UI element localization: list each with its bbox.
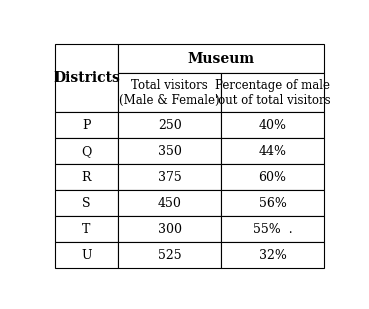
Bar [118,112,221,138]
Bar [118,164,221,190]
Text: R: R [82,171,91,184]
Text: 250: 250 [158,119,182,132]
Bar [221,242,324,268]
Text: 350: 350 [158,145,182,158]
Text: 44%: 44% [258,145,286,158]
Text: 375: 375 [158,171,182,184]
Bar [118,190,221,216]
Bar [118,44,324,73]
Text: 525: 525 [158,249,182,262]
Text: 56%: 56% [259,197,286,210]
Bar [221,138,324,164]
Text: 450: 450 [158,197,182,210]
Text: U: U [81,249,92,262]
Bar [55,44,118,112]
Text: P: P [82,119,90,132]
Text: T: T [82,223,90,236]
Bar [55,112,118,138]
Bar [118,242,221,268]
Text: Q: Q [81,145,92,158]
Bar [118,73,221,112]
Bar [221,190,324,216]
Bar [118,138,221,164]
Bar [221,216,324,242]
Bar [55,242,118,268]
Text: 32%: 32% [259,249,286,262]
Text: S: S [82,197,90,210]
Bar [221,112,324,138]
Bar [55,164,118,190]
Text: 55%  .: 55% . [253,223,292,236]
Text: 60%: 60% [258,171,286,184]
Text: 40%: 40% [258,119,286,132]
Bar [55,216,118,242]
Bar [55,138,118,164]
Bar [118,216,221,242]
Text: Percentage of male
'out of total visitors: Percentage of male 'out of total visitor… [215,79,330,107]
Text: Museum: Museum [187,52,254,66]
Text: Districts: Districts [53,71,120,85]
Bar [221,164,324,190]
Bar [221,73,324,112]
Text: 300: 300 [158,223,182,236]
Text: Total visitors
(Male & Female): Total visitors (Male & Female) [119,79,220,107]
Bar [55,190,118,216]
